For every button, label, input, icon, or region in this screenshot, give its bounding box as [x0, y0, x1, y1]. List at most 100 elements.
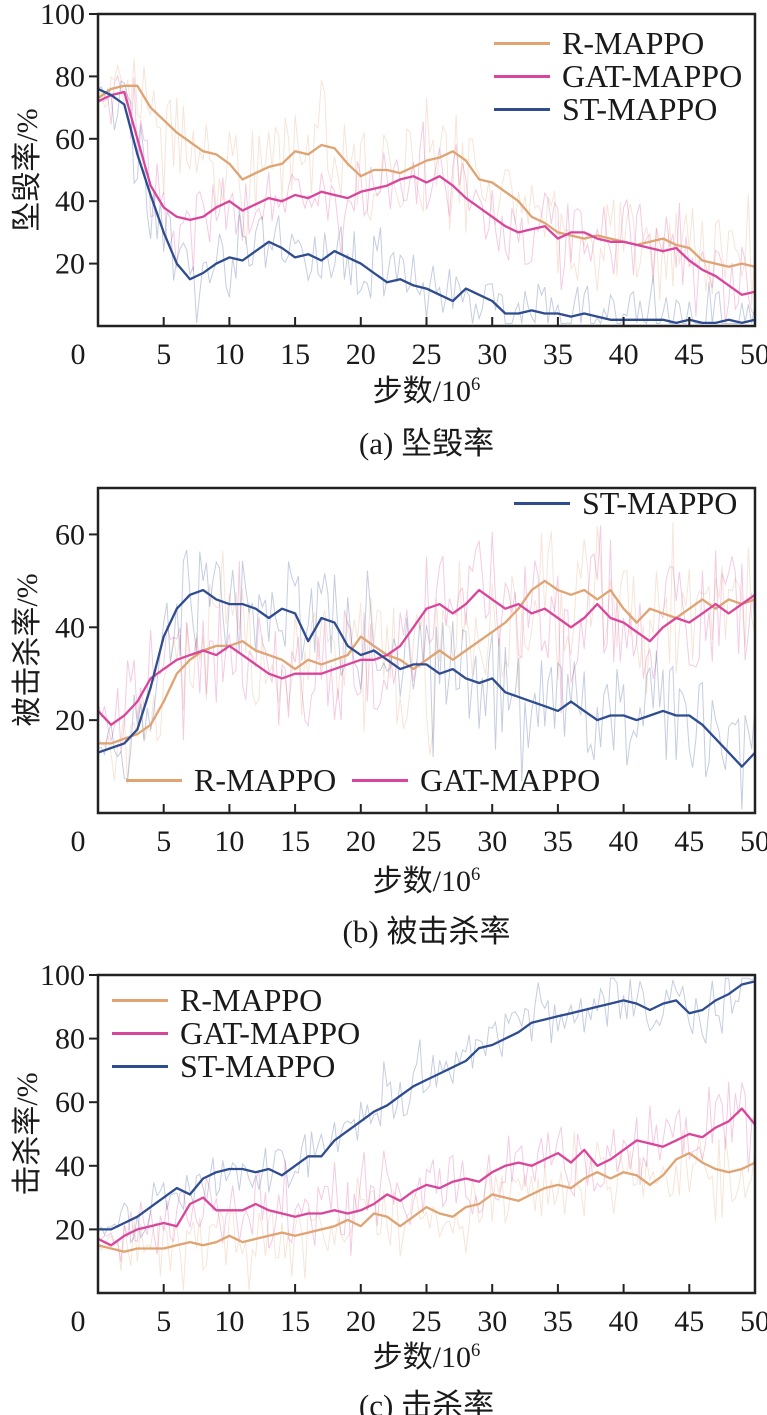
chart-b-x-axis-label: 步数/106	[98, 856, 755, 900]
chart-b-x-axis-label-exponent: 6	[471, 864, 481, 885]
gat-mappo-line-swatch	[112, 1032, 168, 1035]
killed-rate-raw-line	[97, 522, 756, 784]
x-tick-label: 0	[71, 338, 86, 371]
x-tick-label: 40	[609, 1305, 639, 1338]
y-tick-label: 40	[55, 611, 85, 644]
legend-entry-st-mappo: ST-MAPPO	[112, 1050, 360, 1083]
kill-rate-raw-line	[97, 1130, 756, 1291]
chart-c-x-axis-label: 步数/106	[98, 1332, 755, 1376]
legend-label: ST-MAPPO	[562, 91, 718, 127]
x-tick-label: 5	[156, 825, 171, 858]
x-tick-label: 25	[412, 338, 442, 371]
legend-entry-r-mappo: R-MAPPO	[126, 764, 336, 797]
chart-c-legend: R-MAPPO GAT-MAPPO ST-MAPPO	[112, 984, 360, 1083]
x-tick-label: 20	[346, 1305, 376, 1338]
killed-rate-smooth-line	[97, 588, 756, 726]
kill-rate-raw-line	[97, 977, 756, 1244]
kill-rate-raw-line	[97, 1081, 756, 1262]
legend-label: ST-MAPPO	[180, 1048, 336, 1084]
crash-rate-raw-line	[97, 74, 756, 324]
x-tick-label: 35	[543, 825, 573, 858]
x-tick-label: 45	[674, 825, 704, 858]
kill-rate-smooth-line	[98, 980, 756, 1231]
gat-mappo-line-swatch	[352, 779, 408, 782]
x-tick-label: 0	[71, 825, 86, 858]
x-tick-label: 15	[280, 1305, 310, 1338]
legend-entry-st-mappo: ST-MAPPO	[514, 487, 737, 520]
x-tick-label: 10	[214, 825, 244, 858]
y-tick-label: 100	[40, 959, 85, 992]
x-tick-label: 10	[214, 1305, 244, 1338]
chart-a-y-axis-label: 坠毁率/%	[11, 108, 44, 232]
chart-b-legend-top: ST-MAPPO	[514, 487, 737, 520]
crash-rate-smooth-line	[97, 84, 756, 268]
chart-b-caption: (b) 被击杀率	[342, 914, 511, 949]
x-tick-label: 5	[156, 338, 171, 371]
killed-rate-smooth-line	[97, 588, 756, 768]
kill-rate-smooth-line	[97, 1107, 756, 1247]
y-tick-label: 100	[40, 0, 85, 31]
legend-label: ST-MAPPO	[582, 485, 738, 521]
st-mappo-line-swatch	[494, 108, 550, 111]
chart-b-legend-bottom-gat: GAT-MAPPO	[352, 764, 600, 797]
y-tick-label: 80	[55, 1023, 85, 1056]
legend-label: R-MAPPO	[180, 982, 323, 1018]
legend-entry-gat-mappo: GAT-MAPPO	[352, 764, 600, 797]
legend-label: GAT-MAPPO	[420, 762, 601, 798]
legend-entry-r-mappo: R-MAPPO	[494, 27, 742, 60]
x-tick-label: 5	[156, 1305, 171, 1338]
y-tick-label: 20	[55, 704, 85, 737]
legend-label: GAT-MAPPO	[562, 58, 743, 94]
x-tick-label: 10	[214, 338, 244, 371]
chart-a-x-axis-label-exponent: 6	[471, 374, 481, 395]
legend-entry-r-mappo: R-MAPPO	[112, 984, 360, 1017]
y-tick-label: 60	[55, 123, 85, 156]
chart-c-x-axis-label-text: 步数/10	[372, 1341, 472, 1374]
st-mappo-line-swatch	[514, 502, 570, 505]
chart-b-x-axis-label-text: 步数/10	[372, 865, 472, 898]
chart-b-legend-bottom-r: R-MAPPO	[126, 764, 336, 797]
x-tick-label: 25	[412, 1305, 442, 1338]
x-tick-label: 30	[477, 338, 507, 371]
kill-rate-smooth-line	[97, 1151, 756, 1253]
crash-rate-smooth-line	[97, 90, 756, 296]
r-mappo-line-swatch	[126, 779, 182, 782]
x-tick-label: 45	[674, 338, 704, 371]
crash-rate-smooth-line	[97, 87, 756, 325]
gat-mappo-line-swatch	[494, 75, 550, 78]
killed-rate-raw-line	[97, 549, 756, 810]
chart-a-legend: R-MAPPO GAT-MAPPO ST-MAPPO	[494, 27, 742, 126]
chart-a-x-axis-label-text: 步数/10	[372, 375, 472, 408]
x-tick-label: 15	[280, 825, 310, 858]
x-tick-label: 40	[609, 825, 639, 858]
y-tick-label: 60	[55, 1086, 85, 1119]
st-mappo-line-swatch	[112, 1065, 168, 1068]
x-tick-label: 20	[346, 338, 376, 371]
r-mappo-line-swatch	[112, 999, 168, 1002]
legend-entry-gat-mappo: GAT-MAPPO	[112, 1017, 360, 1050]
x-tick-label: 20	[346, 825, 376, 858]
x-tick-label: 50	[740, 825, 767, 858]
legend-entry-gat-mappo: GAT-MAPPO	[494, 60, 742, 93]
x-tick-label: 40	[609, 338, 639, 371]
legend-label: GAT-MAPPO	[180, 1015, 361, 1051]
legend-entry-st-mappo: ST-MAPPO	[494, 93, 742, 126]
x-tick-label: 35	[543, 338, 573, 371]
chart-c-x-axis-label-exponent: 6	[471, 1340, 481, 1361]
chart-a-caption: (a) 坠毁率	[358, 426, 495, 461]
y-tick-label: 80	[55, 60, 85, 93]
x-tick-label: 45	[674, 1305, 704, 1338]
y-tick-label: 40	[55, 1150, 85, 1183]
x-tick-label: 50	[740, 338, 767, 371]
x-tick-label: 50	[740, 1305, 767, 1338]
y-tick-label: 20	[55, 1213, 85, 1246]
y-tick-label: 20	[55, 248, 85, 281]
legend-label: R-MAPPO	[194, 762, 337, 798]
y-tick-label: 40	[55, 185, 85, 218]
x-tick-label: 30	[477, 825, 507, 858]
x-tick-label: 35	[543, 1305, 573, 1338]
crash-rate-raw-line	[97, 58, 756, 305]
x-tick-label: 0	[71, 1305, 86, 1338]
